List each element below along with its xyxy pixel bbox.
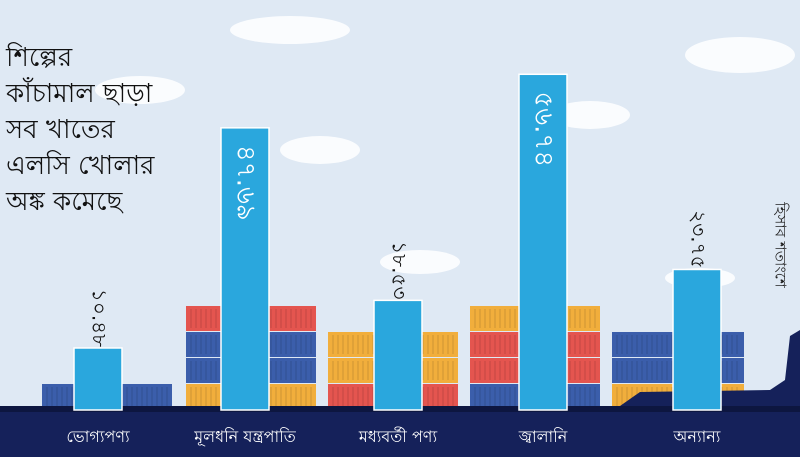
bar xyxy=(672,268,722,411)
headline-line: এলসি খোলার xyxy=(6,151,155,181)
cloud xyxy=(685,37,795,73)
cloud xyxy=(230,16,350,44)
headline-line: শিল্পের xyxy=(6,43,73,73)
bars xyxy=(73,73,722,411)
x-tick-label: মধ্যবর্তী পণ্য xyxy=(358,427,438,446)
data-label: ১০.৪৮ xyxy=(88,289,112,347)
chart-headline: শিল্পের কাঁচামাল ছাড়া সব খাতের এলসি খোল… xyxy=(6,40,206,220)
x-tick-label: জ্বালানি xyxy=(518,427,568,446)
headline-line: সব খাতের xyxy=(6,115,115,145)
x-tick-label: মূলধনি যন্ত্রপাতি xyxy=(193,427,296,447)
unit-label: হিসাব শতাংশে xyxy=(771,202,790,288)
hull xyxy=(0,330,800,457)
cloud xyxy=(380,250,460,274)
bar xyxy=(220,127,270,411)
data-label: ৫৬.৭৪ xyxy=(529,91,559,167)
x-tick-label: অন্যান্য xyxy=(673,427,721,446)
headline-line: কাঁচামাল ছাড়া xyxy=(6,79,153,109)
headline-line: অঙ্ক কমেছে xyxy=(6,187,123,217)
bar xyxy=(73,347,123,411)
cloud xyxy=(280,136,360,164)
data-label: ২৩.৭৫ xyxy=(687,210,711,268)
bar xyxy=(518,73,568,411)
category-labels: ভোগ্যপণ্য মূলধনি যন্ত্রপাতি মধ্যবর্তী পণ্য… xyxy=(66,427,720,447)
x-tick-label: ভোগ্যপণ্য xyxy=(66,427,130,446)
value-labels: ১০.৪৮ ৪৭.৬৯ ১৮.৫৩ ৫৬.৭৪ ২৩.৭৫ xyxy=(88,91,711,347)
bar xyxy=(373,299,423,411)
data-label: ১৮.৫৩ xyxy=(388,241,412,299)
cloud xyxy=(95,76,185,104)
data-label: ৪৭.৬৯ xyxy=(231,145,261,221)
cloud xyxy=(550,101,630,129)
